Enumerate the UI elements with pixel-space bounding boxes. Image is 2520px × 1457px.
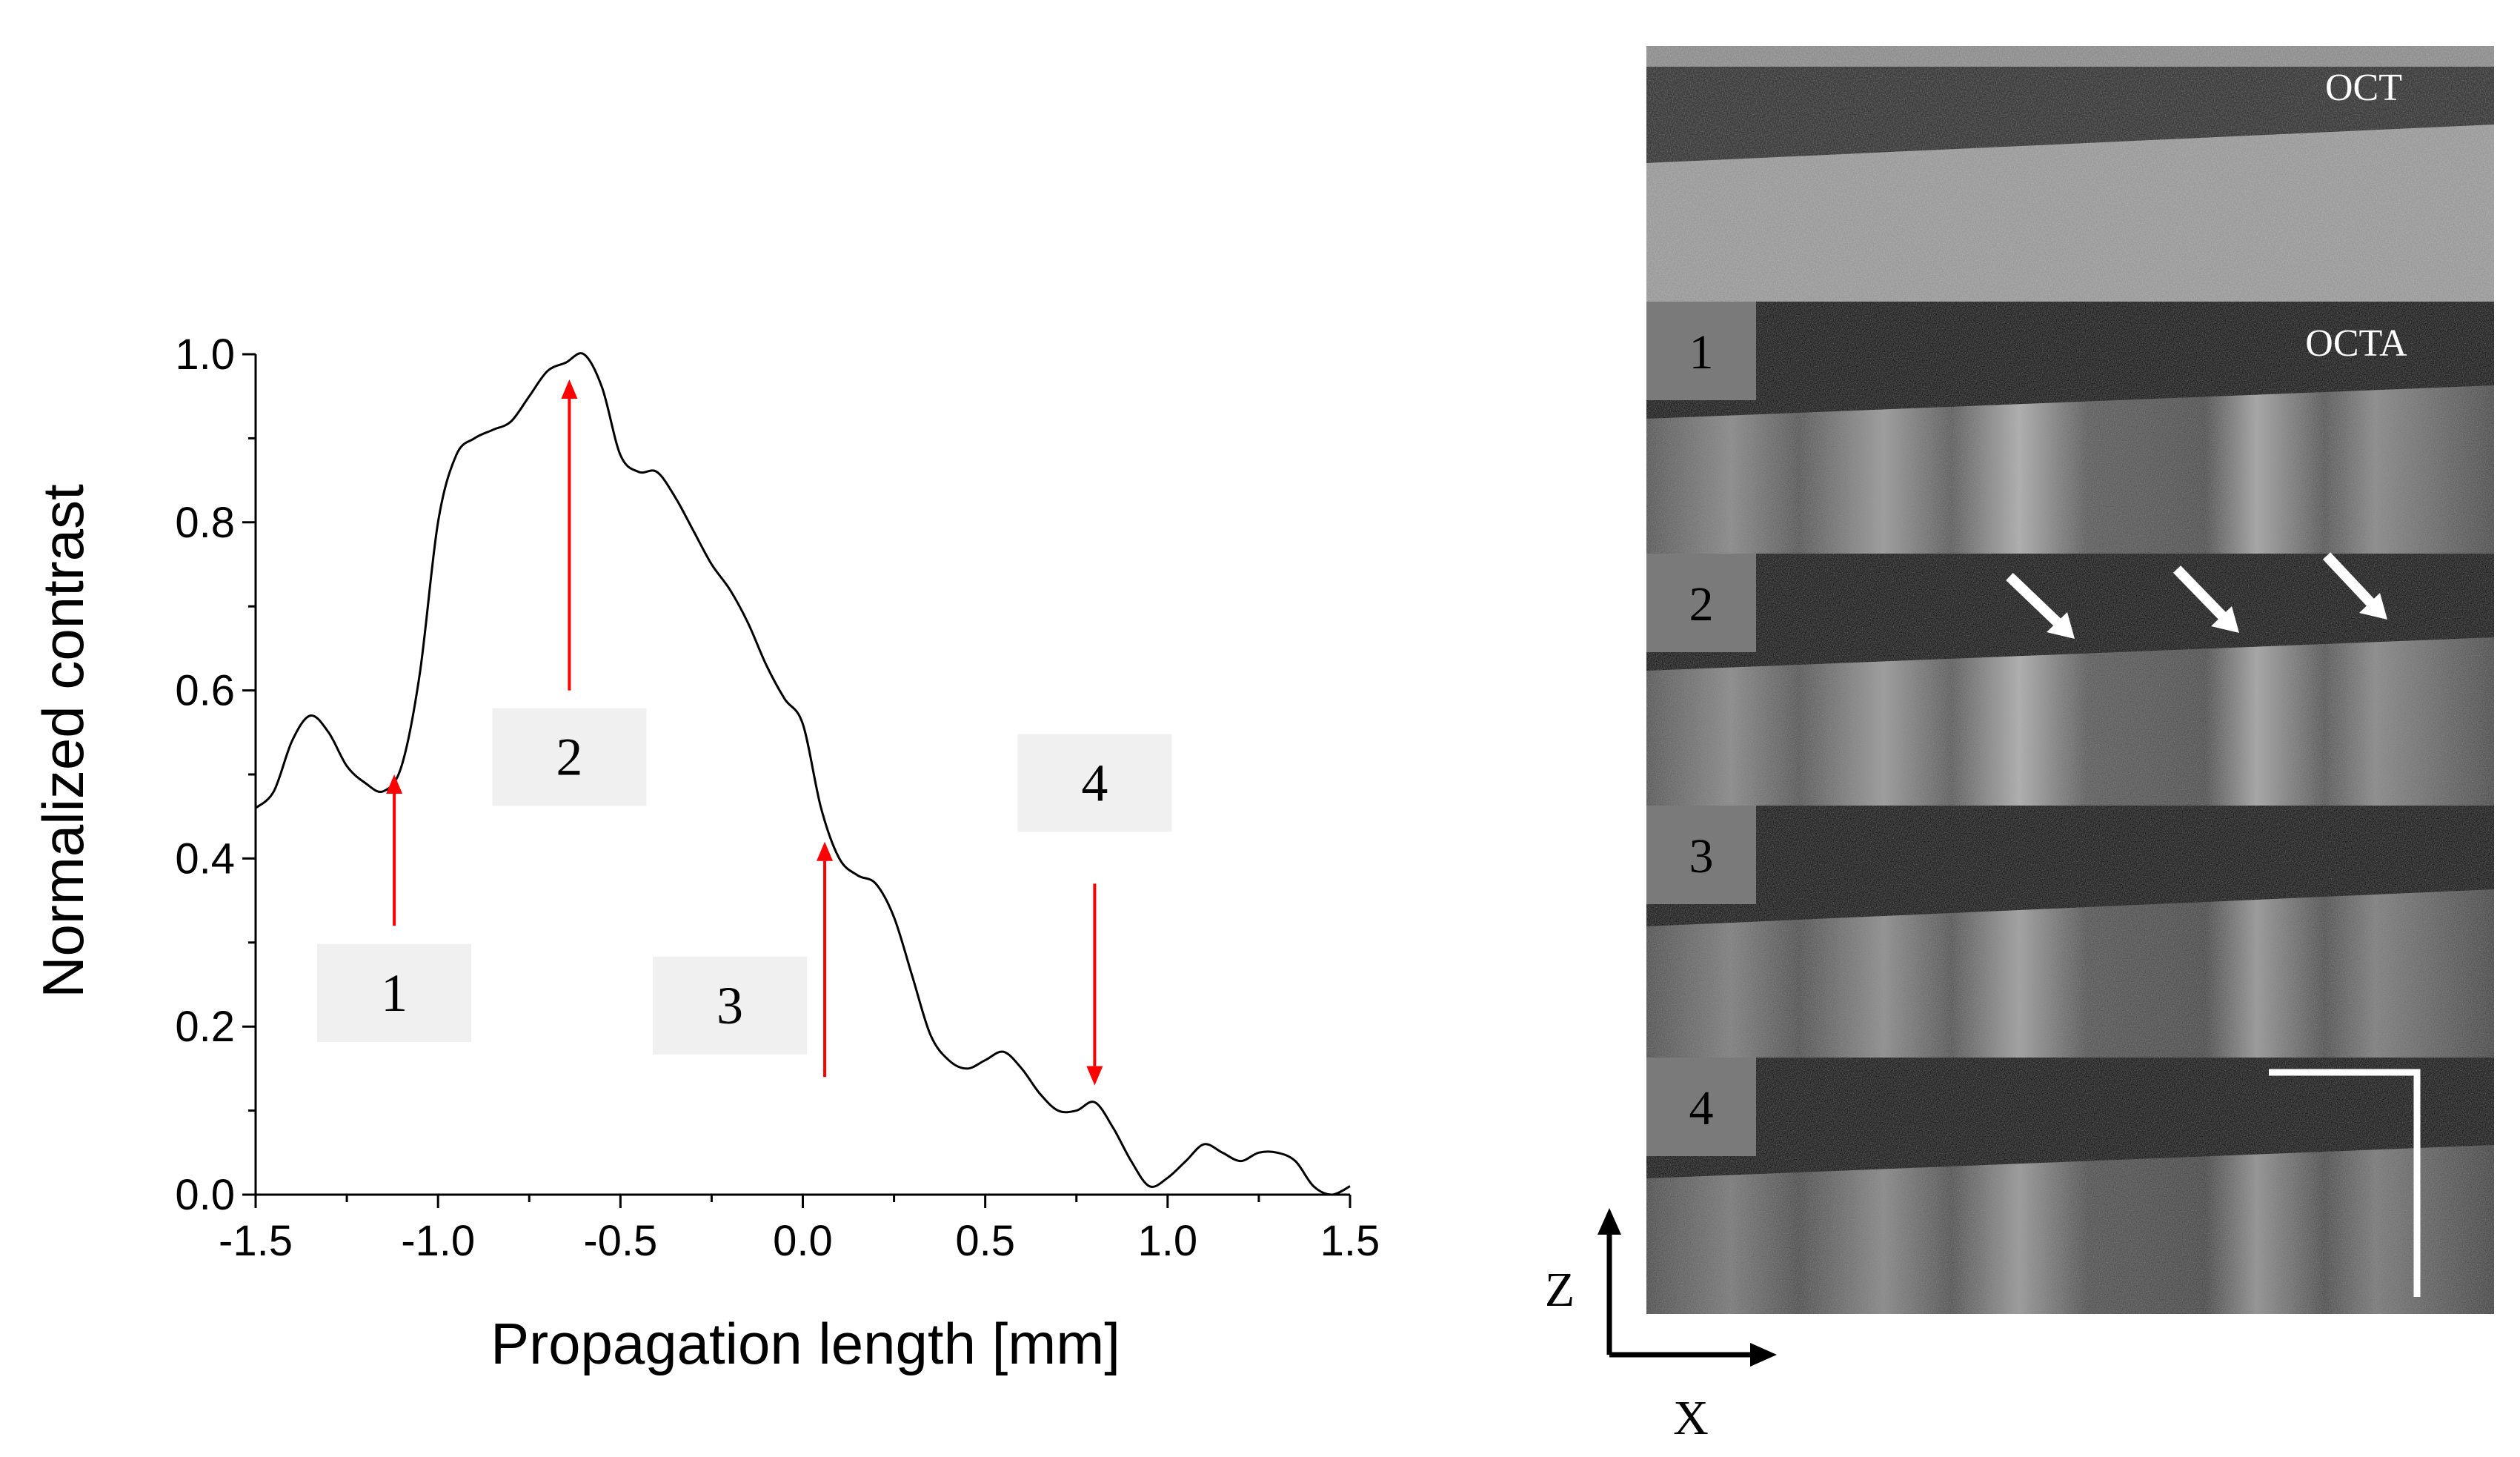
- red-arrow-head: [386, 774, 403, 794]
- z-axis-label: Z: [1545, 1263, 1575, 1317]
- annotation-label-box: [492, 708, 647, 806]
- x-tick-label: 1.0: [1138, 1217, 1198, 1265]
- x-tick-label: -1.5: [219, 1217, 293, 1265]
- x-axis-label: Propagation length [mm]: [491, 1311, 1120, 1376]
- octa-panel-1: 1 OCTA: [1646, 302, 2494, 554]
- panel-label-3: 3: [1689, 829, 1714, 883]
- series-layer: [254, 352, 1351, 1196]
- annotation-label-box: [653, 956, 808, 1055]
- octa-panel-2: 2: [1646, 552, 2494, 806]
- oct-image-panel: OCT 1 OCTA 2: [1545, 46, 2494, 1445]
- y-tick-label: 0.6: [175, 667, 235, 715]
- y-tick-label: 1.0: [175, 331, 235, 379]
- x-tick-label: -1.0: [401, 1217, 475, 1265]
- tick-labels: -1.5 -1.0 -0.5 0.0 0.5 1.0 1.5 0.0 0.2 0.4 0.6 0.8 1…: [175, 331, 1380, 1265]
- y-tick-label: 0.4: [175, 834, 235, 883]
- scale-bar: [2269, 1069, 2421, 1297]
- y-axis-label: Normalized contrast: [30, 484, 96, 998]
- octa-panel-3: 3: [1646, 806, 2494, 1058]
- oct-label: OCT: [2325, 67, 2402, 109]
- axis-ticks: [242, 353, 1352, 1208]
- annotation-label-box: [1017, 734, 1172, 832]
- annotation-label: 2: [556, 728, 582, 787]
- panel-label-2: 2: [1689, 577, 1714, 631]
- panel-label-4: 4: [1689, 1081, 1714, 1135]
- x-tick-label: 0.0: [773, 1217, 833, 1265]
- axes-indicator: Z X: [1545, 1208, 1777, 1445]
- annotation-label: 3: [717, 976, 743, 1035]
- octa-label: OCTA: [2305, 322, 2407, 365]
- contrast-chart: -1.5 -1.0 -0.5 0.0 0.5 1.0 1.5 0.0 0.2 0.4 0.6 0.8 1…: [30, 331, 1380, 1376]
- white-arrow-icon: [2006, 572, 2075, 639]
- red-arrow-head: [817, 841, 834, 861]
- white-arrow-icon: [2322, 552, 2387, 620]
- x-tick-label: -0.5: [583, 1217, 657, 1265]
- octa-panel-4: 4: [1646, 1058, 2494, 1314]
- red-arrow-head: [561, 379, 578, 399]
- y-tick-label: 0.0: [175, 1171, 235, 1219]
- white-arrow-icon: [2172, 565, 2239, 633]
- annotation-layer: 1 2 3 4: [317, 379, 1172, 1086]
- panel-label-1: 1: [1689, 325, 1714, 379]
- annotation-label-box: [317, 943, 472, 1042]
- oct-image: OCT: [1646, 46, 2494, 302]
- x-tick-label: 1.5: [1320, 1217, 1380, 1265]
- annotation-label: 1: [381, 963, 408, 1023]
- plot-frame: [254, 354, 1350, 1196]
- contrast-curve: [254, 352, 1351, 1196]
- red-arrow-head: [1086, 1066, 1103, 1086]
- x-axis-indicator-label: X: [1673, 1391, 1709, 1445]
- y-tick-label: 0.2: [175, 1003, 235, 1051]
- y-tick-label: 0.8: [175, 499, 235, 547]
- x-tick-label: 0.5: [955, 1217, 1015, 1265]
- annotation-label: 4: [1081, 753, 1108, 812]
